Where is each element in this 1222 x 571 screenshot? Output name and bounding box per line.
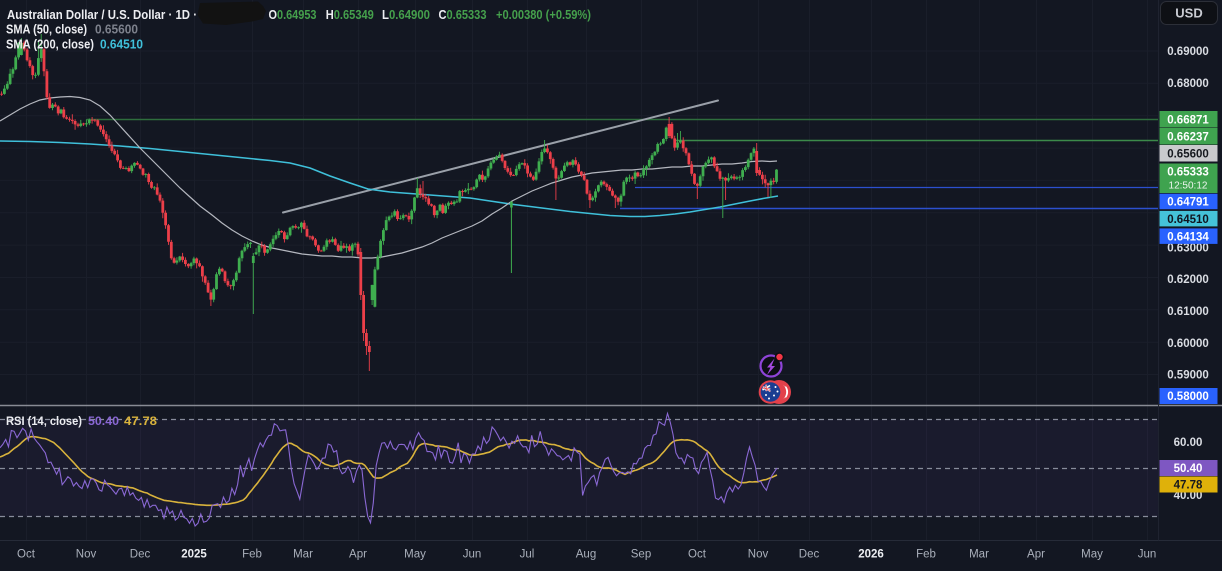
svg-text:0.62000: 0.62000 (1167, 274, 1209, 286)
svg-text:Mar: Mar (969, 549, 989, 561)
svg-text:Apr: Apr (1027, 549, 1045, 561)
svg-text:0.65600: 0.65600 (1167, 148, 1209, 160)
svg-text:Jun: Jun (1138, 549, 1157, 561)
svg-text:Jul: Jul (520, 549, 535, 561)
svg-text:12:50:12: 12:50:12 (1169, 181, 1208, 192)
svg-text:0.65600: 0.65600 (95, 23, 138, 37)
svg-text:0.63000: 0.63000 (1167, 243, 1209, 255)
svg-text:0.66871: 0.66871 (1167, 114, 1209, 126)
svg-text:SMA (50, close): SMA (50, close) (6, 23, 87, 37)
svg-text:Apr: Apr (349, 549, 367, 561)
svg-text:0.59000: 0.59000 (1167, 370, 1209, 382)
svg-text:Nov: Nov (748, 549, 769, 561)
svg-text:Feb: Feb (916, 549, 936, 561)
svg-text:47.78: 47.78 (1174, 480, 1203, 492)
svg-text:0.66237: 0.66237 (1167, 131, 1209, 143)
svg-text:47.78: 47.78 (124, 414, 157, 428)
svg-text:Jun: Jun (463, 549, 482, 561)
svg-text:60.00: 60.00 (1174, 437, 1203, 449)
svg-text:Mar: Mar (293, 549, 313, 561)
svg-text:SMA (200, close): SMA (200, close) (6, 38, 94, 52)
svg-text:Oct: Oct (17, 549, 36, 561)
svg-text:0.60000: 0.60000 (1167, 338, 1209, 350)
svg-text:Nov: Nov (76, 549, 97, 561)
svg-text:2025: 2025 (181, 549, 207, 561)
svg-text:2026: 2026 (858, 549, 884, 561)
svg-text:Dec: Dec (799, 549, 820, 561)
svg-text:40.00: 40.00 (1174, 490, 1203, 502)
svg-text:0.64510: 0.64510 (1167, 214, 1209, 226)
svg-text:0.58000: 0.58000 (1167, 391, 1209, 403)
svg-text:May: May (1081, 549, 1103, 561)
svg-text:O0.64953: O0.64953 (269, 7, 317, 22)
svg-text:Sep: Sep (631, 549, 651, 561)
svg-text:H0.65349: H0.65349 (326, 7, 374, 22)
svg-text:Australian Dollar / U.S. Dolla: Australian Dollar / U.S. Dollar · 1D · (7, 7, 197, 22)
svg-text:L0.64900: L0.64900 (382, 7, 430, 22)
svg-text:0.64791: 0.64791 (1167, 197, 1209, 209)
svg-text:0.65333: 0.65333 (1167, 167, 1209, 179)
svg-text:0.64510: 0.64510 (100, 38, 143, 52)
svg-text:50.40: 50.40 (1174, 463, 1203, 475)
svg-text:C0.65333: C0.65333 (439, 7, 487, 22)
svg-text:RSI (14, close): RSI (14, close) (6, 414, 82, 428)
svg-text:0.61000: 0.61000 (1167, 306, 1209, 318)
svg-text:Aug: Aug (576, 549, 596, 561)
svg-text:Oct: Oct (688, 549, 707, 561)
svg-text:Feb: Feb (242, 549, 262, 561)
svg-text:Dec: Dec (130, 549, 151, 561)
svg-text:May: May (404, 549, 426, 561)
svg-text:0.69000: 0.69000 (1167, 46, 1209, 58)
svg-text:USD: USD (1175, 6, 1202, 21)
svg-text:0.64134: 0.64134 (1167, 231, 1209, 243)
svg-text:0.68000: 0.68000 (1167, 78, 1209, 90)
svg-text:+0.00380 (+0.59%): +0.00380 (+0.59%) (496, 7, 591, 22)
svg-text:50.40: 50.40 (88, 414, 119, 428)
